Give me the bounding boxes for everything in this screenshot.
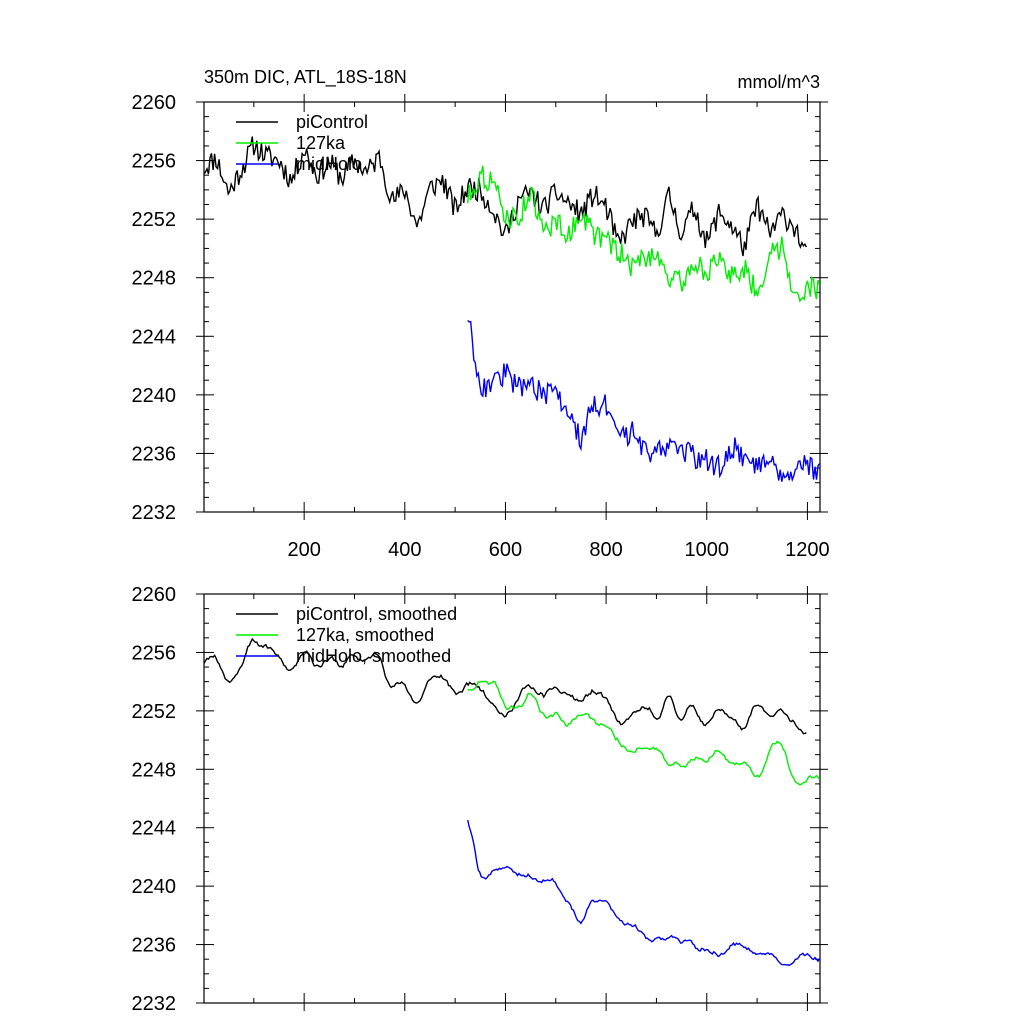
y-tick-label: 2232 bbox=[132, 502, 177, 524]
series-line-picontrol bbox=[204, 136, 808, 257]
y-tick-label: 2256 bbox=[132, 151, 177, 173]
x-tick-label: 1000 bbox=[685, 539, 730, 561]
y-tick-label: 2244 bbox=[132, 818, 177, 840]
units-label: mmol/m^3 bbox=[738, 72, 820, 92]
legend-label-picontrol: piControl bbox=[296, 112, 368, 132]
x-tick-label: 1200 bbox=[785, 539, 830, 561]
panel-top: 350m DIC, ATL_18S-18N mmol/m^3 200 400 600… bbox=[132, 67, 830, 561]
chart-title: 350m DIC, ATL_18S-18N bbox=[204, 67, 407, 88]
y-tick-label: 2236 bbox=[132, 935, 177, 957]
x-tick-label: 600 bbox=[489, 539, 522, 561]
x-tick-label: 200 bbox=[287, 539, 320, 561]
y-tick-label: 2252 bbox=[132, 701, 177, 723]
y-tick-label: 2256 bbox=[132, 642, 177, 664]
y-tick-label: 2244 bbox=[132, 326, 177, 348]
y-tick-label: 2232 bbox=[132, 993, 177, 1015]
legend-label-127ka: 127ka bbox=[296, 133, 346, 153]
y-tick-label: 2240 bbox=[132, 385, 177, 407]
x-tick-label: 800 bbox=[589, 539, 622, 561]
series-line-picontrol bbox=[204, 637, 807, 735]
legend-label-picontrol: piControl, smoothed bbox=[296, 604, 457, 624]
series-line-127ka bbox=[467, 165, 820, 303]
series-line-midholo bbox=[467, 819, 820, 967]
series-line-127ka bbox=[467, 680, 820, 786]
y-tick-label: 2252 bbox=[132, 209, 177, 231]
series-line-midholo bbox=[467, 319, 820, 483]
panel-bottom: 2232 2236 2240 2244 2248 2252 2256 2260 piContro… bbox=[132, 584, 828, 1015]
y-tick-label: 2260 bbox=[132, 584, 177, 606]
y-tick-label: 2248 bbox=[132, 268, 177, 290]
y-tick-label: 2248 bbox=[132, 759, 177, 781]
y-tick-label: 2260 bbox=[132, 92, 177, 114]
legend-label-127ka: 127ka, smoothed bbox=[296, 625, 434, 645]
y-tick-label: 2240 bbox=[132, 876, 177, 898]
legend-label-midholo: midHolo bbox=[296, 154, 362, 174]
y-tick-label: 2236 bbox=[132, 443, 177, 465]
x-tick-label: 400 bbox=[388, 539, 421, 561]
legend-label-midholo: midHolo, smoothed bbox=[296, 646, 451, 666]
